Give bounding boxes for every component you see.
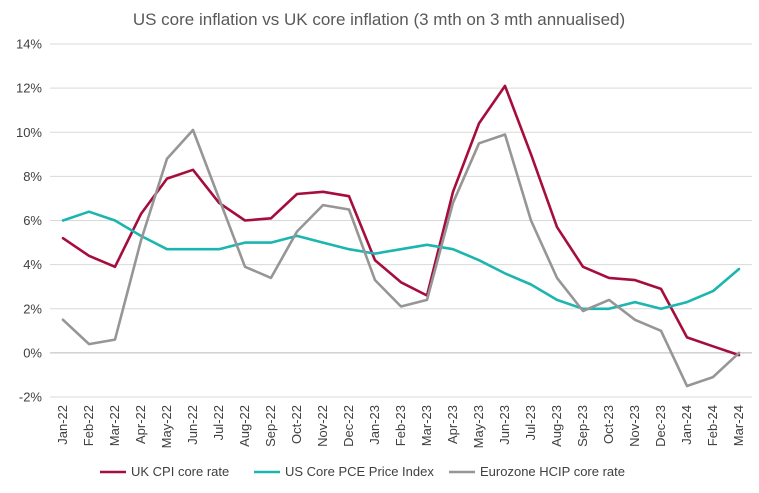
x-tick-label: Aug-22 (237, 405, 252, 447)
x-tick-label: Apr-23 (445, 405, 460, 444)
x-tick-label: Nov-23 (627, 405, 642, 447)
legend: UK CPI core rate US Core PCE Price Index E… (100, 464, 625, 479)
x-tick-label: Dec-23 (653, 405, 668, 447)
legend-label: US Core PCE Price Index (285, 464, 434, 479)
x-tick-label: Feb-22 (81, 405, 96, 446)
x-tick-label: Dec-22 (341, 405, 356, 447)
chart-title: US core inflation vs UK core inflation (… (133, 10, 625, 29)
x-tick-label: Jan-23 (367, 405, 382, 445)
gridlines (50, 43, 752, 398)
x-tick-label: Jan-24 (679, 405, 694, 445)
x-tick-label: Aug-23 (549, 405, 564, 447)
x-tick-label: Nov-22 (315, 405, 330, 447)
x-tick-label: Oct-22 (289, 405, 304, 444)
series-line (61, 210, 741, 311)
series-line (61, 84, 741, 357)
x-tick-label: Jun-22 (185, 405, 200, 445)
legend-label: UK CPI core rate (131, 464, 229, 479)
x-tick-label: May-22 (159, 405, 174, 448)
x-tick-label: Mar-22 (107, 405, 122, 446)
x-tick-label: Mar-24 (731, 405, 746, 446)
x-tick-label: Jul-23 (523, 405, 538, 440)
y-tick-label: 14% (16, 37, 42, 52)
x-axis-ticks: Jan-22 Feb-22 Mar-22 Apr-22 May-22 Jun-22 Jul-… (55, 405, 746, 448)
x-tick-label: Sep-23 (575, 405, 590, 447)
x-tick-label: Feb-24 (705, 405, 720, 446)
y-tick-label: 12% (16, 81, 42, 96)
y-tick-label: 8% (23, 169, 42, 184)
y-tick-label: 10% (16, 125, 42, 140)
y-tick-label: 2% (23, 301, 42, 316)
series-lines (61, 84, 741, 388)
x-tick-label: May-23 (471, 405, 486, 448)
x-tick-label: Jul-22 (211, 405, 226, 440)
y-axis-ticks: -2% 0% 2% 4% 6% 8% 10% 12% 14% (16, 37, 42, 405)
series-line (61, 128, 741, 388)
y-tick-label: 6% (23, 213, 42, 228)
x-tick-label: Apr-22 (133, 405, 148, 444)
y-tick-label: -2% (19, 390, 43, 405)
x-tick-label: Mar-23 (419, 405, 434, 446)
legend-label: Eurozone HCIP core rate (480, 464, 625, 479)
x-tick-label: Jun-23 (497, 405, 512, 445)
y-tick-label: 4% (23, 257, 42, 272)
x-tick-label: Feb-23 (393, 405, 408, 446)
y-tick-label: 0% (23, 345, 42, 360)
x-tick-label: Oct-23 (601, 405, 616, 444)
x-tick-label: Sep-22 (263, 405, 278, 447)
x-tick-label: Jan-22 (55, 405, 70, 445)
